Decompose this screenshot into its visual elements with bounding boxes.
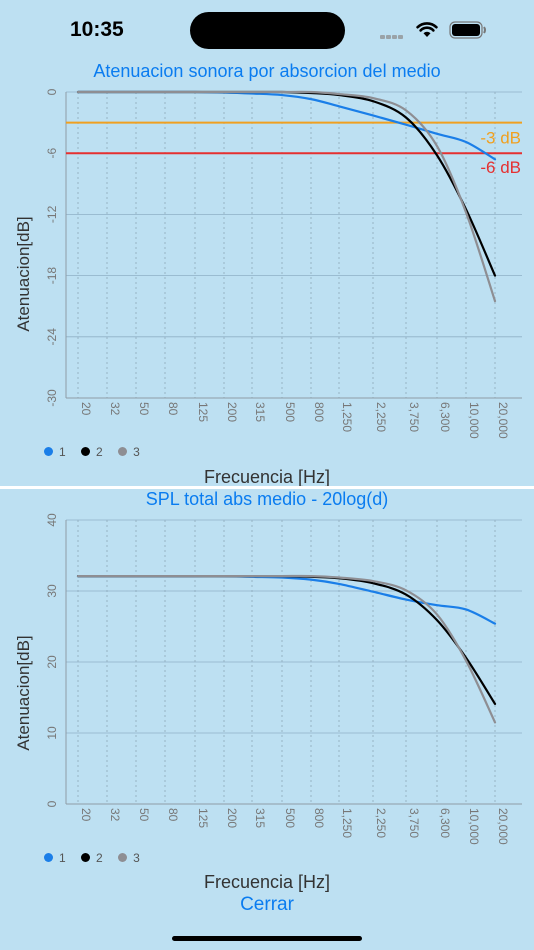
x-tick-label: 200 [225,402,239,422]
home-indicator [172,936,362,941]
legend-item-1: 1 [44,851,66,865]
chart1-legend: 1 2 3 [44,445,152,459]
x-tick-label: 20 [79,402,93,416]
y-tick-label: 10 [45,726,59,740]
y-tick-label: -18 [45,267,59,285]
x-tick-label: 6,300 [438,402,452,432]
x-tick-label: 20,000 [496,808,510,845]
chart1-title: Atenuacion sonora por absorcion del medi… [93,61,441,81]
status-bar: 10:35 [0,0,534,60]
status-time: 10:35 [70,18,124,41]
x-tick-label: 315 [253,402,267,422]
battery-icon [449,21,486,39]
x-tick-label: 50 [137,808,151,822]
x-tick-label: 20 [79,808,93,822]
legend-dot-2 [81,853,91,863]
section-divider [0,486,534,489]
y-tick-label: -24 [45,328,59,346]
y-tick-label: 20 [45,655,59,669]
x-tick-label: 6,300 [438,808,452,838]
chart2-plot: 0 10 20 30 40 20 32 50 80 125 200 315 500 800 1,250 2,2… [45,513,522,845]
wifi-icon [416,22,438,37]
x-tick-label: 32 [108,808,122,822]
chart1-plot: 0 -6 -12 -18 -24 -30 20 32 50 80 125 200 315 500 800 1,… [45,88,522,439]
legend-item-1: 1 [44,445,66,459]
x-tick-label: 3,750 [407,808,421,838]
x-tick-label: 1,250 [340,402,354,432]
y-tick-label: -6 [45,148,59,159]
x-tick-label: 1,250 [340,808,354,838]
reference-line-label: -3 dB [480,129,521,148]
legend-label-1: 1 [59,851,66,865]
x-tick-label: 80 [166,402,180,416]
y-tick-label: 30 [45,584,59,598]
legend-label-3: 3 [133,851,140,865]
x-tick-label: 3,750 [407,402,421,432]
dynamic-island [190,12,345,49]
legend-dot-1 [44,447,53,457]
series-line-3 [76,90,497,303]
y-tick-label: 0 [45,800,59,807]
x-tick-label: 2,250 [374,808,388,838]
series-line-2 [76,574,497,705]
x-tick-label: 20,000 [496,402,510,439]
x-tick-label: 800 [312,402,326,422]
y-tick-label: -12 [45,205,59,223]
chart1-x-axis-title: Frecuencia [Hz] [203,467,331,487]
x-tick-label: 500 [283,402,297,422]
chart2-legend: 1 2 3 [44,851,152,865]
legend-label-2: 2 [96,445,103,459]
x-tick-label: 125 [196,402,210,422]
legend-label-1: 1 [59,445,66,459]
close-button[interactable]: Cerrar [240,894,294,915]
cellular-signal-icon [380,26,404,44]
y-tick-label: 0 [45,88,59,95]
legend-dot-1 [44,853,53,863]
x-tick-label: 2,250 [374,402,388,432]
legend-item-2: 2 [81,445,103,459]
x-tick-label: 10,000 [467,808,481,845]
y-tick-label: 40 [45,513,59,527]
y-tick-label: -30 [45,389,59,407]
legend-item-3: 3 [118,851,140,865]
series-line-3 [76,574,497,724]
chart2-title: SPL total abs medio - 20log(d) [145,489,389,509]
x-tick-label: 10,000 [467,402,481,439]
chart2-x-axis-title: Frecuencia [Hz] [203,872,331,892]
legend-dot-3 [118,447,128,457]
legend-dot-3 [118,853,128,863]
x-tick-label: 315 [253,808,267,828]
legend-item-3: 3 [118,445,140,459]
x-tick-label: 80 [166,808,180,822]
reference-line-label: -6 dB [480,158,521,177]
x-tick-label: 200 [225,808,239,828]
legend-label-3: 3 [133,445,140,459]
x-tick-label: 800 [312,808,326,828]
x-tick-label: 50 [137,402,151,416]
x-tick-label: 500 [283,808,297,828]
legend-dot-2 [81,447,91,457]
legend-item-2: 2 [81,851,103,865]
x-tick-label: 32 [108,402,122,416]
x-tick-label: 125 [196,808,210,828]
legend-label-2: 2 [96,851,103,865]
